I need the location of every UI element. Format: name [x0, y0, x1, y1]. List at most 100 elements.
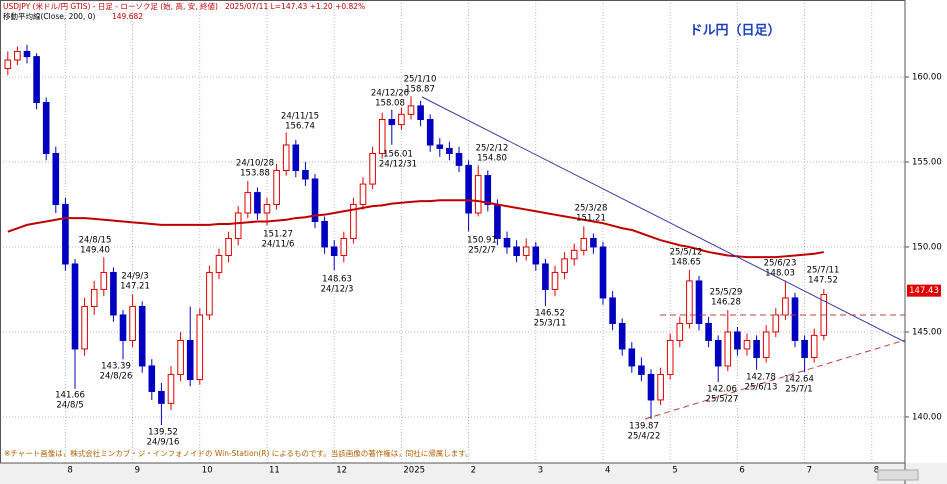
- y-tick-label: 160.00: [912, 72, 942, 82]
- annotation: 25/3/28: [575, 204, 608, 214]
- candle-body: [734, 331, 741, 350]
- annotation: 149.40: [80, 246, 110, 256]
- candle-body: [350, 203, 357, 239]
- annotation: 142.64: [784, 375, 814, 385]
- candle-body: [657, 373, 664, 401]
- candle-body: [398, 113, 405, 126]
- annotation: 24/12/31: [379, 160, 417, 170]
- x-tick-label: 2025: [403, 466, 425, 476]
- annotation: 146.28: [711, 298, 741, 308]
- candle-body: [263, 203, 271, 214]
- annotation: 24/12/26: [371, 89, 409, 99]
- candle-body: [532, 246, 540, 265]
- annotation: 25/7/1: [785, 385, 812, 395]
- annotation: 139.52: [148, 428, 178, 438]
- candle-body: [138, 305, 146, 367]
- candle-body: [542, 263, 549, 290]
- candle-body: [666, 339, 674, 375]
- annotation: 24/8/26: [100, 372, 133, 382]
- moving-average-line: [7, 199, 824, 259]
- annotation: 25/7/11: [807, 266, 840, 276]
- candle-body: [23, 51, 31, 58]
- candle-body: [494, 203, 501, 239]
- candle-body: [782, 297, 789, 316]
- annotation: 24/8/15: [79, 236, 112, 246]
- candle-body: [618, 322, 626, 350]
- annotation: 150.91: [467, 236, 497, 246]
- candle-body: [292, 144, 300, 171]
- candle-body: [330, 246, 338, 256]
- last-price-tag: [907, 284, 941, 297]
- scrollbar[interactable]: [877, 469, 919, 481]
- candle-body: [609, 297, 616, 324]
- y-tick-label: 140.00: [912, 412, 942, 422]
- candle-body: [436, 144, 444, 149]
- candle-body: [743, 339, 751, 350]
- candle-body: [791, 297, 799, 341]
- annotation: 24/11/6: [262, 240, 295, 250]
- candle-body: [503, 237, 511, 248]
- labels: 140.00 145.00 150.00 155.00 160.00 8 9 10 11 12 20…: [55, 72, 942, 475]
- x-tick-label: 10: [202, 466, 213, 476]
- candle-body: [580, 237, 588, 251]
- annotation: 154.80: [477, 154, 507, 164]
- candle-body: [686, 280, 693, 324]
- candle-body: [186, 339, 194, 381]
- candle-body: [359, 183, 367, 205]
- candle-body: [599, 246, 607, 299]
- candle-body: [388, 118, 396, 126]
- candle-body: [810, 334, 818, 358]
- candle-body: [590, 237, 597, 248]
- x-tick-label: 2: [471, 466, 476, 476]
- candle-body: [676, 322, 684, 341]
- annotation: 24/10/28: [236, 159, 274, 169]
- candle-body: [638, 365, 645, 375]
- candle-body: [254, 192, 261, 214]
- candle-body: [196, 314, 204, 381]
- chart-title: ドル円（日足）: [689, 23, 780, 39]
- annotation: 24/12/3: [321, 285, 354, 295]
- candle-body: [177, 339, 184, 375]
- annotation: 148.03: [765, 269, 795, 279]
- annotation: 139.87: [629, 422, 659, 432]
- annotation: 143.39: [101, 362, 131, 372]
- candle-body: [705, 322, 712, 341]
- annotation: 24/11/15: [281, 112, 319, 122]
- candle-body: [119, 314, 127, 341]
- candle-body: [474, 175, 482, 214]
- candle-body: [14, 51, 21, 61]
- annotation: 146.52: [535, 309, 565, 319]
- candle-body: [158, 390, 165, 404]
- candle-body: [647, 373, 655, 401]
- candle-body: [426, 118, 434, 146]
- x-tick-label: 9: [135, 466, 140, 476]
- x-tick-label: 3: [538, 466, 543, 476]
- candle-body: [90, 288, 98, 307]
- annotation: 158.08: [375, 99, 405, 109]
- candle-body: [129, 305, 136, 341]
- annotation: 24/9/16: [147, 438, 180, 448]
- annotation: 25/5/29: [710, 288, 743, 298]
- annotation: 24/8/5: [56, 401, 83, 411]
- annotation: 147.21: [120, 282, 150, 292]
- candle-body: [446, 147, 453, 154]
- last-price-label: 147.43: [909, 286, 939, 296]
- candle-body: [81, 305, 88, 350]
- candle-body: [282, 144, 290, 171]
- annotation: 156.74: [285, 122, 315, 132]
- candle-body: [561, 258, 568, 273]
- footer-note: ※チャート画像は，株式会社ミンカブ・ジ・インフォノイドの Win-Station…: [4, 448, 473, 458]
- x-tick-label: 12: [336, 466, 347, 476]
- candle-body: [33, 56, 40, 103]
- candle-body: [522, 246, 530, 256]
- annotation: 25/2/12: [476, 144, 509, 154]
- header-quote: 2025/07/11 L=147.43 +1.20 +0.82%: [225, 2, 365, 11]
- candle-body: [4, 59, 12, 69]
- annotation: 151.21: [576, 214, 606, 224]
- annotation: 25/5/27: [706, 395, 739, 405]
- x-tick-label: 6: [739, 466, 744, 476]
- candle-body: [215, 254, 223, 273]
- support-line: [644, 339, 906, 420]
